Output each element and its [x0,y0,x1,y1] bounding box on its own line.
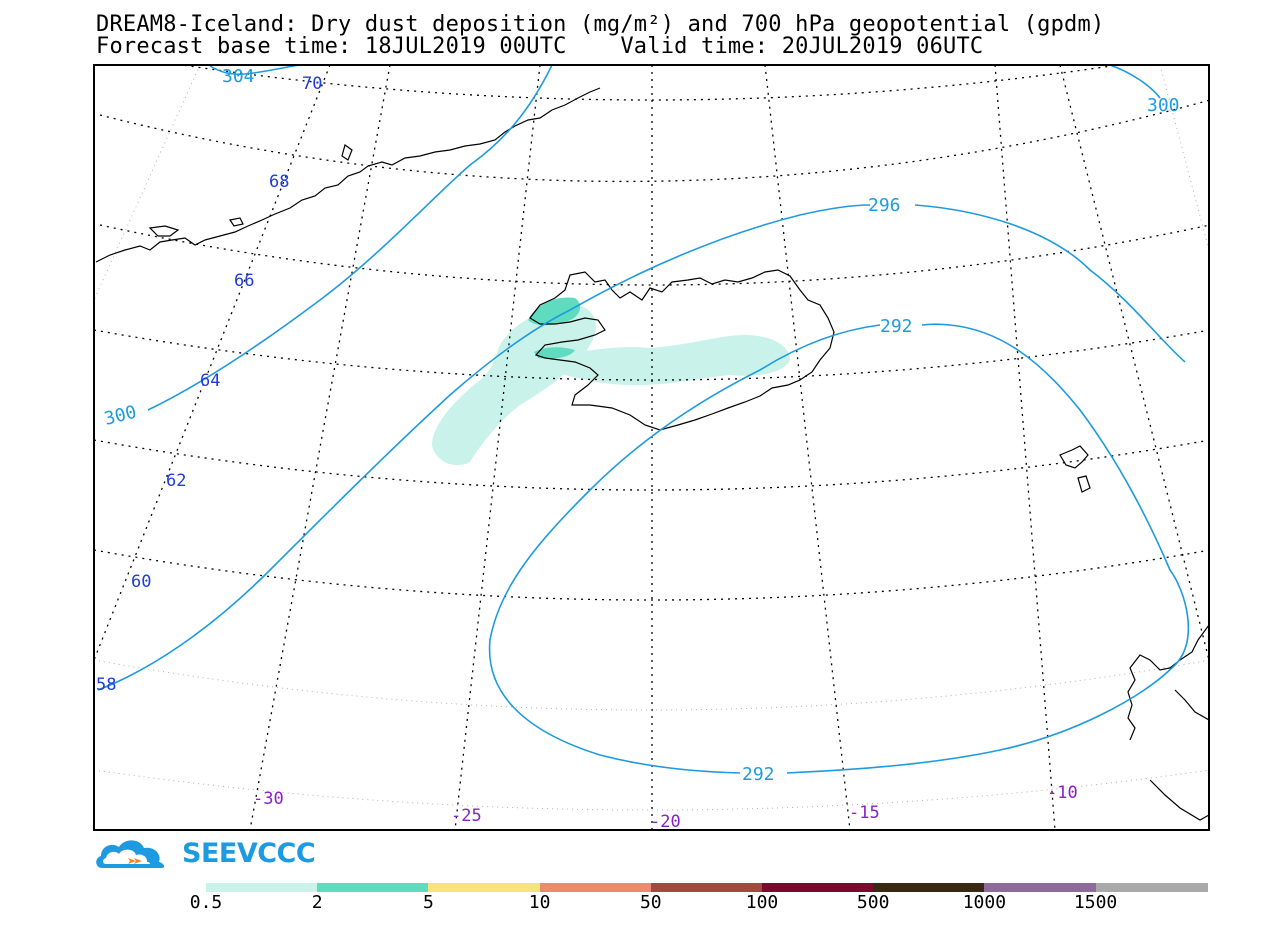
lat-label-68: 68 [269,172,289,192]
meridian-east-faint [1159,65,1209,251]
greenland-coast [95,87,601,263]
lat-label-62: 62 [166,471,186,491]
contour-label-292-north: 292 [880,316,913,337]
parallel-68 [99,99,1209,183]
colorbar-segment [650,883,763,892]
colorbar-segment [984,883,1097,892]
colorbar-label: 100 [745,892,779,913]
lon-label-20: -20 [650,812,681,832]
lon-label-25: -25 [451,806,482,826]
lon-label-30: -30 [253,789,284,809]
map-frame [93,64,1210,831]
logo-text: SEEVCCC [182,838,316,869]
contour-304-line [209,65,301,75]
parallel-70 [178,65,1122,101]
seevccc-logo [96,840,165,868]
lon-label-10: -10 [1047,783,1078,803]
geopotential-contours [97,65,1190,774]
meridian-east-a [1059,65,1209,661]
graticule [94,65,1209,830]
colorbar-label: 1000 [962,892,1007,913]
colorbar-label: 2 [311,892,323,913]
latitude-labels: 70 68 66 64 62 60 58 [96,74,322,695]
contour-labels: 304 300 300 296 292 292 [102,66,1179,785]
meridian-west-faint [94,65,201,301]
lat-label-60: 60 [131,572,151,592]
faroe-islands [1059,445,1091,493]
map-layers [94,65,1209,830]
dust-patch-westfjords [528,297,581,326]
lon-label-15: -15 [849,803,880,823]
dust-plume-east [555,335,790,386]
lat-label-58: 58 [96,675,116,695]
arrow-icon [128,858,142,864]
dust-plume-west [432,304,596,466]
colorbar-label: 5 [422,892,434,913]
colorbar-segment [539,883,652,892]
colorbar-segment [428,883,541,892]
contour-label-296: 296 [868,195,901,216]
contour-label-300-west: 300 [102,402,139,430]
meridian-15 [764,65,851,830]
graticule-faint [94,65,1209,811]
contour-300-east-line [1109,65,1161,99]
colorbar-segment [873,883,986,892]
parallel-60 [94,549,1209,601]
iceland-coast [529,269,835,431]
colorbar-label: 500 [856,892,890,913]
colorbar-segment [206,883,318,892]
contour-300-west-line [147,65,553,411]
dust-patch-snaefellsnes [534,347,575,359]
longitude-labels: -30 -25 -20 -15 -10 [253,783,1078,832]
colorbar-label: 50 [639,892,662,913]
lat-label-70: 70 [302,74,322,94]
greenland-islands [148,144,353,237]
map-title: DREAM8-Iceland: Dry dust deposition (mg/… [96,12,1105,37]
colorbar-label: 1500 [1073,892,1118,913]
meridian-10 [994,65,1056,830]
lat-label-64: 64 [200,371,220,391]
colorbar-segment [1095,883,1208,892]
contour-label-304: 304 [222,66,255,87]
norway-coast [1127,624,1209,821]
parallel-58 [94,659,1209,711]
dust-deposition-area [432,297,790,466]
colorbar-segment [762,883,874,892]
meridian-west-a [94,65,331,661]
contour-296-line [97,204,1186,691]
contour-292-line [488,323,1190,774]
parallel-66 [99,224,1209,286]
map-subtitle: Forecast base time: 18JUL2019 00UTC Vali… [96,34,984,59]
colorbar-segment [317,883,430,892]
coastlines [95,87,1209,821]
colorbar-label: 0.5 [189,892,223,913]
lat-label-66: 66 [234,271,254,291]
contour-label-292-south: 292 [742,764,775,785]
colorbar-label: 10 [528,892,551,913]
contour-label-300-east: 300 [1147,95,1180,116]
